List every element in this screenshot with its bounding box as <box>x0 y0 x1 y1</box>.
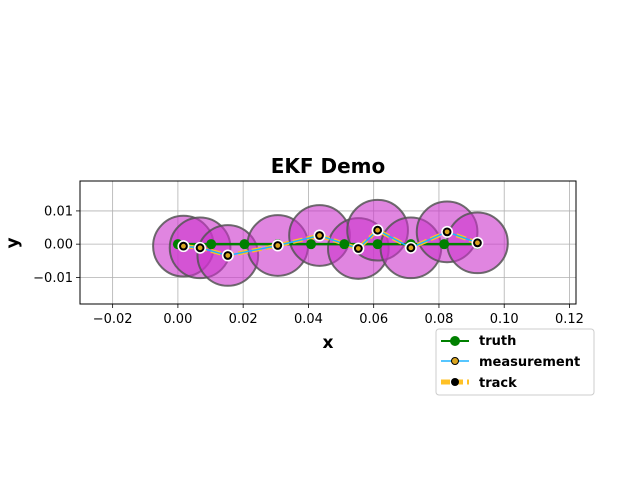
measurement-point-9 <box>474 239 481 247</box>
x-tick-label-3: 0.04 <box>294 312 323 327</box>
y-tick-label-0: −0.01 <box>33 271 73 286</box>
measurement-point-7 <box>407 244 415 252</box>
truth-point-1 <box>206 239 217 250</box>
measurement-point-5 <box>355 245 362 252</box>
x-tick-label-4: 0.06 <box>359 312 388 327</box>
x-tick-label-6: 0.10 <box>490 312 519 327</box>
legend-truth-label: truth <box>479 334 516 349</box>
x-tick-label-7: 0.12 <box>555 312 584 327</box>
x-tick-label-5: 0.08 <box>424 312 453 327</box>
axis-ticks: −0.02 0.00 0.02 0.04 0.06 0.08 0.10 0.12 −0.01 0.… <box>33 204 584 327</box>
legend-track-marker <box>451 378 459 386</box>
truth-point-2 <box>239 239 250 250</box>
measurement-point-3 <box>274 242 281 249</box>
truth-point-6 <box>372 239 383 250</box>
measurement-point-6 <box>374 226 381 234</box>
x-tick-label-1: 0.00 <box>163 312 192 327</box>
measurement-point-4 <box>316 232 323 239</box>
y-axis-label: y <box>3 237 23 248</box>
legend-measurement-marker <box>451 357 459 365</box>
measurement-point-8 <box>443 228 451 236</box>
measurement-line <box>183 229 478 257</box>
truth-point-8 <box>439 239 450 250</box>
legend-truth-marker <box>450 336 460 346</box>
x-tick-label-0: −0.02 <box>93 312 133 327</box>
plot-frame <box>79 180 577 305</box>
series-markers <box>172 224 484 262</box>
y-tick-label-2: 0.01 <box>44 204 73 219</box>
truth-point-4 <box>306 239 317 250</box>
legend: truth measurement track <box>435 328 595 396</box>
legend-measurement-label: measurement <box>479 355 580 370</box>
measurement-point-0 <box>180 242 187 250</box>
measurement-point-1 <box>196 244 204 252</box>
measurement-point-2 <box>224 252 232 259</box>
chart-title: EKF Demo <box>271 154 386 178</box>
legend-box <box>435 328 595 396</box>
y-tick-label-1: 0.00 <box>44 238 73 253</box>
x-tick-label-2: 0.02 <box>229 312 258 327</box>
x-axis-label: x <box>323 333 334 353</box>
legend-track-label: track <box>479 376 517 391</box>
truth-point-5 <box>339 239 350 250</box>
series-lines <box>177 227 479 258</box>
